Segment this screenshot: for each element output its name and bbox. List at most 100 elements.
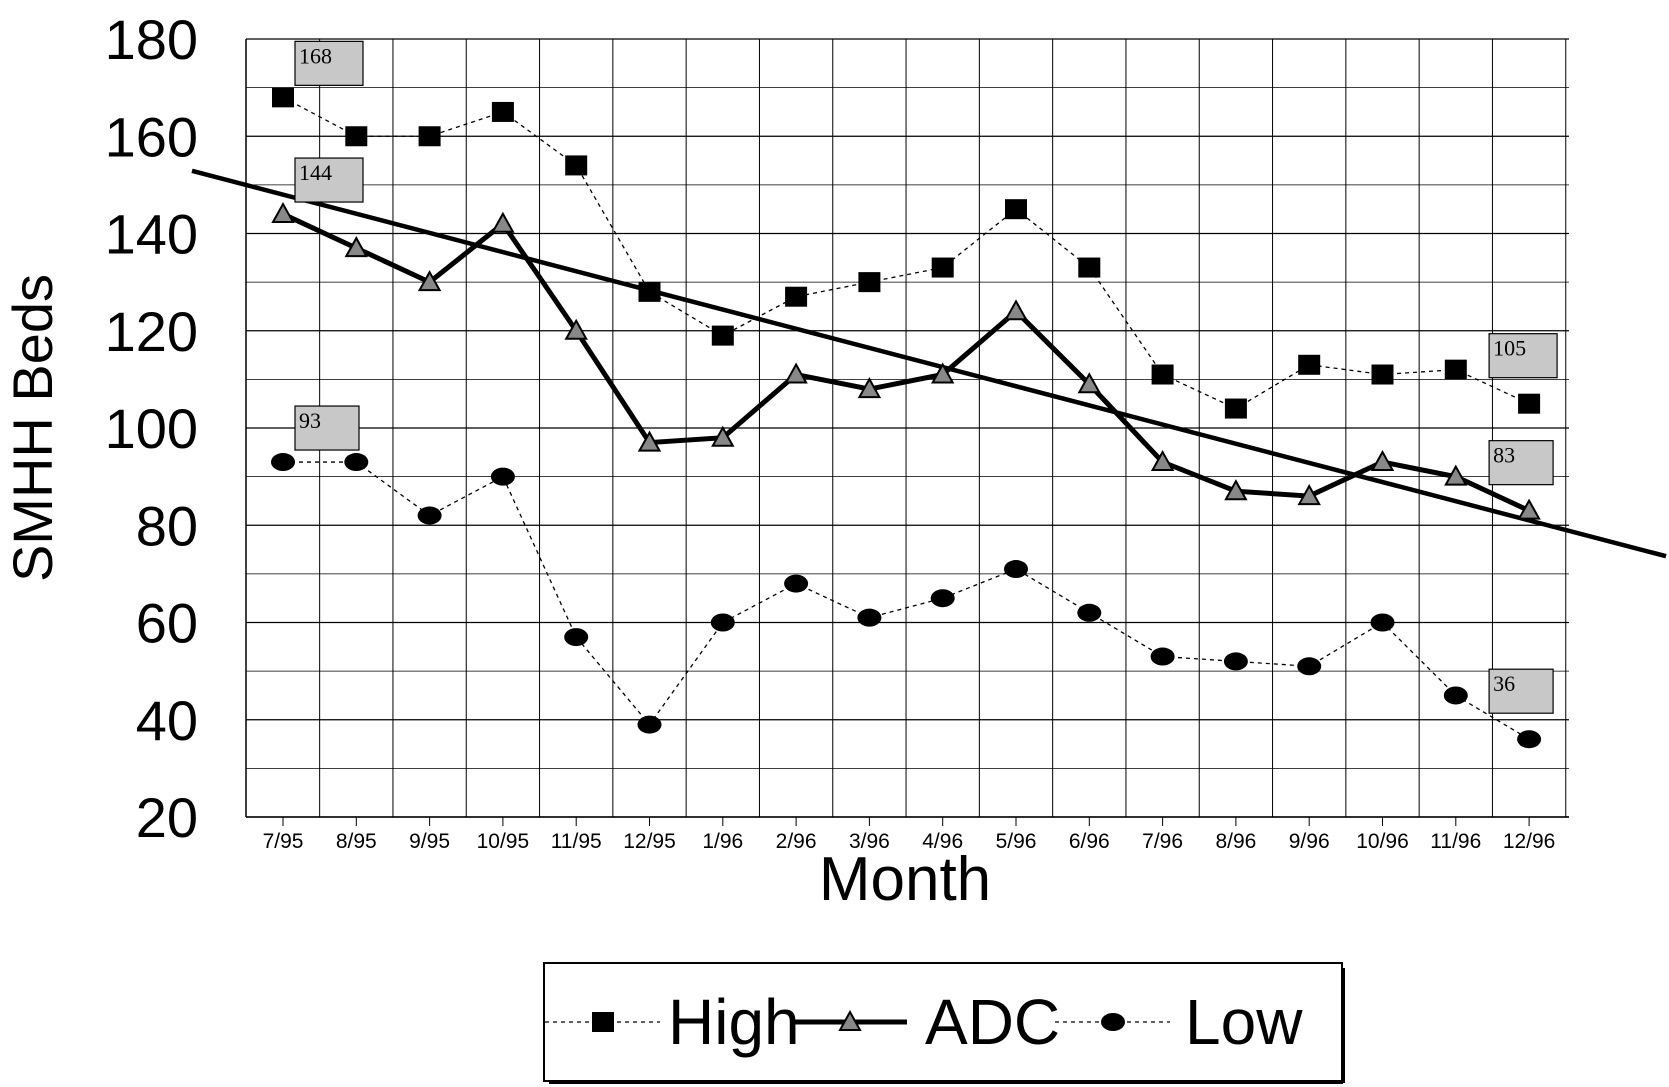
legend-label: Low bbox=[1185, 986, 1303, 1058]
annotation-text: 144 bbox=[299, 160, 332, 185]
data-point-low bbox=[784, 574, 809, 593]
x-tick-label: 8/95 bbox=[336, 830, 377, 853]
series-high bbox=[272, 87, 1541, 419]
data-point-low bbox=[1004, 560, 1028, 579]
series-line-low bbox=[283, 461, 1530, 740]
legend-marker bbox=[592, 1012, 614, 1032]
data-point-high bbox=[638, 281, 661, 302]
x-tick-label: 12/95 bbox=[623, 830, 676, 853]
y-tick-label: 120 bbox=[105, 300, 198, 363]
annotations: 168 144 93 105 83 36 bbox=[294, 40, 1558, 714]
data-point-adc bbox=[271, 201, 295, 224]
y-tick-label: 40 bbox=[136, 689, 198, 752]
annotation-box bbox=[294, 40, 364, 86]
x-tick-label: 6/96 bbox=[1069, 830, 1110, 853]
data-point-adc bbox=[857, 377, 882, 399]
data-point-high bbox=[418, 126, 441, 147]
x-tick-label: 7/95 bbox=[263, 830, 304, 853]
data-point-adc bbox=[1517, 498, 1541, 520]
data-point-adc bbox=[1004, 299, 1028, 321]
x-tick-label: 12/96 bbox=[1503, 830, 1556, 853]
legend-marker bbox=[1101, 1013, 1125, 1031]
series-line-high bbox=[282, 96, 1530, 410]
data-point-low bbox=[1223, 652, 1248, 671]
x-axis-label: Month bbox=[819, 845, 991, 914]
data-point-low bbox=[1150, 647, 1175, 666]
y-tick-label: 100 bbox=[105, 397, 198, 460]
annotation-label: 36 bbox=[1488, 668, 1554, 714]
annotation-box bbox=[294, 157, 364, 203]
data-point-high bbox=[1298, 354, 1321, 375]
series-low bbox=[271, 453, 1542, 749]
data-point-high bbox=[711, 325, 734, 346]
data-point-low bbox=[857, 608, 882, 627]
data-point-low bbox=[710, 613, 735, 632]
trendline-line bbox=[191, 168, 1667, 559]
y-tick-label: 140 bbox=[105, 203, 198, 266]
x-tick-label: 10/96 bbox=[1356, 830, 1409, 853]
data-point-adc bbox=[344, 236, 368, 258]
annotation-text: 105 bbox=[1493, 336, 1526, 361]
data-point-adc bbox=[711, 425, 735, 447]
data-point-high bbox=[785, 286, 808, 307]
annotation-text: 93 bbox=[299, 408, 321, 433]
data-point-low bbox=[564, 628, 589, 647]
data-point-low bbox=[490, 467, 515, 486]
y-tick-label: 160 bbox=[105, 105, 198, 168]
annotation-label: 105 bbox=[1488, 333, 1558, 379]
data-point-low bbox=[344, 453, 369, 472]
x-tick-label: 2/96 bbox=[776, 830, 817, 853]
data-point-high bbox=[1444, 359, 1467, 380]
data-point-high bbox=[272, 87, 294, 108]
data-point-high bbox=[858, 272, 881, 293]
x-tick-label: 11/95 bbox=[551, 830, 602, 853]
data-point-adc bbox=[784, 362, 808, 384]
legend-item-high: High bbox=[545, 986, 800, 1058]
data-point-adc bbox=[564, 318, 588, 340]
x-tick-label: 9/96 bbox=[1289, 830, 1330, 853]
x-tick-label: 1/96 bbox=[702, 830, 743, 853]
y-tick-label: 60 bbox=[136, 592, 198, 655]
data-point-adc bbox=[637, 430, 662, 452]
legend: High ADC Low bbox=[543, 962, 1345, 1084]
data-point-high bbox=[491, 101, 514, 122]
data-point-low bbox=[417, 506, 442, 525]
y-axis-ticks: 20 40 60 80 100 120 140 160 180 bbox=[105, 8, 198, 849]
data-point-low bbox=[271, 453, 295, 472]
data-point-high bbox=[1224, 398, 1247, 419]
data-point-adc bbox=[1297, 484, 1321, 506]
data-point-low bbox=[1370, 613, 1395, 632]
x-tick-label: 10/95 bbox=[477, 830, 530, 853]
x-tick-label: 3/96 bbox=[849, 830, 890, 853]
data-point-adc bbox=[1150, 449, 1175, 472]
grid bbox=[245, 38, 1569, 826]
y-tick-label: 80 bbox=[136, 494, 198, 557]
annotation-box bbox=[1488, 333, 1558, 379]
y-tick-label: 180 bbox=[105, 8, 198, 71]
x-axis-ticks: 7/95 8/95 9/95 10/95 11/95 12/95 1/96 2/96 3/96 4… bbox=[263, 830, 1556, 853]
trendline bbox=[191, 168, 1667, 559]
annotation-text: 168 bbox=[299, 43, 332, 68]
data-point-high bbox=[1371, 364, 1394, 385]
legend-item-adc: ADC bbox=[792, 986, 1060, 1058]
data-point-high bbox=[565, 155, 588, 176]
series-adc bbox=[271, 201, 1541, 520]
data-point-adc bbox=[1444, 464, 1468, 486]
x-tick-label: 7/96 bbox=[1142, 830, 1183, 853]
data-point-adc bbox=[931, 362, 955, 384]
y-axis-label: SMHH Beds bbox=[1, 274, 64, 582]
series bbox=[271, 87, 1542, 749]
annotation-text: 83 bbox=[1493, 443, 1515, 468]
annotation-box bbox=[294, 405, 360, 451]
data-point-high bbox=[1151, 364, 1174, 385]
data-point-adc bbox=[491, 211, 515, 233]
annotation-box bbox=[1488, 440, 1554, 486]
annotation-label: 168 bbox=[294, 40, 364, 86]
data-point-low bbox=[1297, 657, 1322, 676]
data-point-high bbox=[1078, 257, 1101, 278]
legend-marker bbox=[838, 1009, 862, 1031]
data-point-high bbox=[1518, 393, 1541, 414]
legend-label: High bbox=[668, 986, 800, 1058]
data-point-adc bbox=[1370, 449, 1395, 472]
